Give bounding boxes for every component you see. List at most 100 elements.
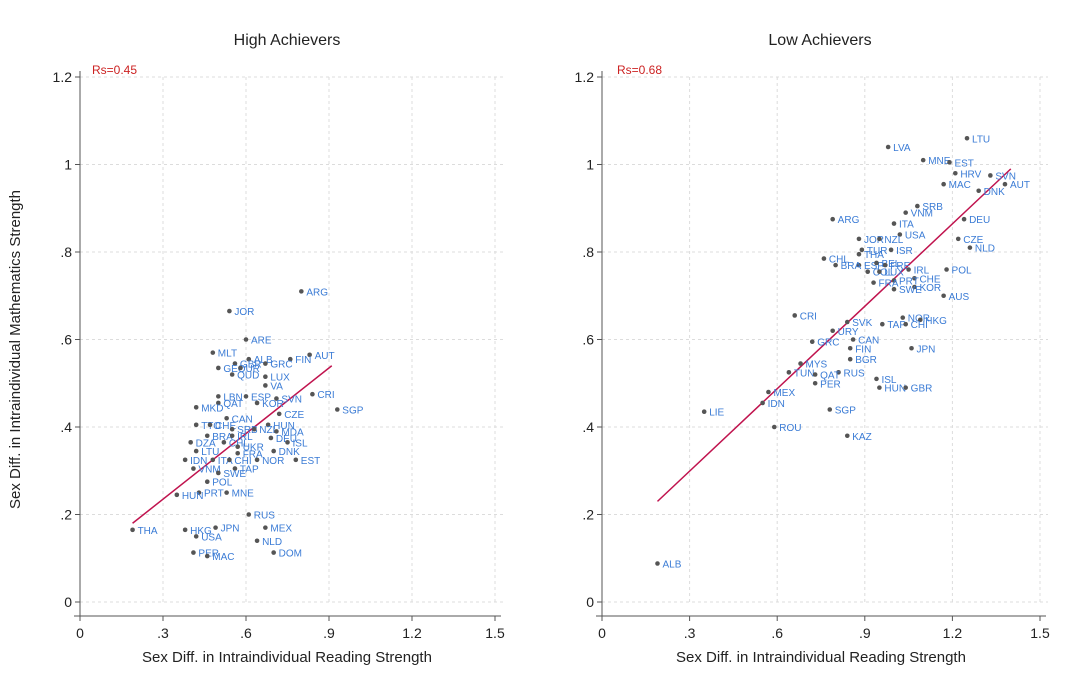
data-point-label: NZL: [884, 235, 903, 246]
data-point: [856, 262, 862, 268]
x-tick-label: 0: [598, 625, 606, 641]
data-point: [891, 278, 897, 283]
x-tick-label: .9: [323, 625, 335, 641]
data-point-label: MAC: [212, 552, 234, 563]
data-point: [844, 433, 850, 439]
fit-line: [656, 168, 1012, 502]
data-point-label: GRC: [270, 360, 292, 371]
data-point: [967, 245, 973, 250]
data-point: [193, 448, 199, 454]
y-tick-label: 1: [586, 157, 594, 173]
data-point: [235, 450, 240, 456]
x-tick-label: .6: [771, 625, 783, 641]
data-point: [287, 356, 293, 362]
data-point-label: NZL: [259, 425, 278, 436]
data-point-label: CZE: [284, 410, 304, 421]
fit-line: [132, 365, 333, 524]
data-point: [196, 490, 202, 495]
data-point: [836, 370, 841, 375]
y-tick-label: 1: [64, 157, 72, 173]
data-point-label: TAP: [887, 320, 906, 331]
y-tick-label: .4: [582, 419, 594, 435]
data-point-label: VA: [270, 381, 283, 392]
data-point-label: FIN: [295, 355, 311, 366]
data-point-label: VNM: [911, 209, 933, 220]
data-point: [917, 317, 923, 323]
data-point-label: FIN: [855, 344, 871, 355]
y-tick-label: .8: [60, 244, 72, 260]
data-point: [882, 262, 888, 268]
data-point: [182, 457, 188, 463]
data-point: [856, 251, 862, 257]
data-point-label: LUX: [270, 373, 290, 384]
data-point-label: SRB: [237, 425, 258, 436]
data-point-label: QAT: [820, 371, 840, 382]
data-point: [188, 440, 193, 445]
data-point: [232, 361, 238, 366]
data-point: [221, 440, 227, 445]
data-point: [833, 262, 838, 268]
data-point: [830, 328, 835, 334]
data-point-label: VNM: [198, 465, 220, 476]
data-point-label: GRC: [817, 338, 839, 349]
data-point-label: IDN: [190, 456, 207, 467]
data-point: [941, 181, 946, 187]
data-point: [865, 269, 871, 274]
data-point: [821, 256, 827, 261]
y-tick-label: .2: [60, 507, 72, 523]
data-point-label: IRL: [914, 266, 930, 277]
data-point: [871, 280, 876, 285]
chart-title: Low Achievers: [768, 32, 871, 49]
data-point: [877, 236, 882, 242]
data-point-label: KOR: [262, 399, 284, 410]
data-point: [216, 394, 221, 399]
data-point-label: JOR: [864, 235, 884, 246]
data-point: [293, 457, 299, 463]
data-point-label: SGP: [835, 406, 856, 417]
data-point-label: ITA: [899, 220, 914, 231]
data-point: [243, 337, 249, 342]
data-point: [964, 135, 970, 141]
data-point: [243, 394, 249, 399]
data-point: [207, 422, 213, 428]
data-point: [191, 466, 196, 471]
data-point: [847, 345, 853, 351]
data-point-label: FRA: [243, 449, 263, 460]
data-point: [130, 527, 135, 533]
y-tick-label: .8: [582, 244, 594, 260]
data-point-label: QAT: [223, 399, 243, 410]
data-point: [903, 210, 908, 215]
data-point-label: BRA: [212, 432, 233, 443]
data-point-label: CAN: [232, 414, 253, 425]
data-point: [263, 525, 268, 530]
data-point: [191, 550, 196, 555]
data-point-label: FRA: [879, 279, 899, 290]
data-point-label: NLD: [262, 537, 282, 548]
data-point-label: HUN: [273, 421, 295, 432]
data-point-label: GBR: [240, 360, 262, 371]
data-point: [204, 479, 210, 484]
data-point-label: MEX: [773, 388, 795, 399]
data-point: [891, 221, 897, 226]
data-point-label: GBR: [911, 384, 933, 395]
data-point-label: HKG: [190, 526, 212, 537]
data-point-label: POL: [952, 266, 972, 277]
data-point-label: PER: [198, 549, 219, 560]
data-point-label: BEL: [881, 259, 900, 270]
data-point-label: ROU: [779, 423, 801, 434]
data-point-label: BRA: [841, 261, 862, 272]
data-point-label: QUD: [237, 371, 259, 382]
data-point-label: TAP: [240, 465, 259, 476]
data-point: [903, 321, 908, 327]
data-point: [174, 492, 180, 498]
data-point-label: CRI: [800, 311, 817, 322]
data-point: [830, 216, 835, 222]
data-point-label: AUT: [1010, 180, 1030, 191]
data-point: [961, 216, 967, 222]
data-point: [915, 203, 920, 209]
data-point-label: COL: [873, 268, 894, 279]
data-point-label: URY: [838, 327, 859, 338]
data-point-label: ESP: [864, 261, 884, 272]
data-point: [988, 173, 993, 178]
